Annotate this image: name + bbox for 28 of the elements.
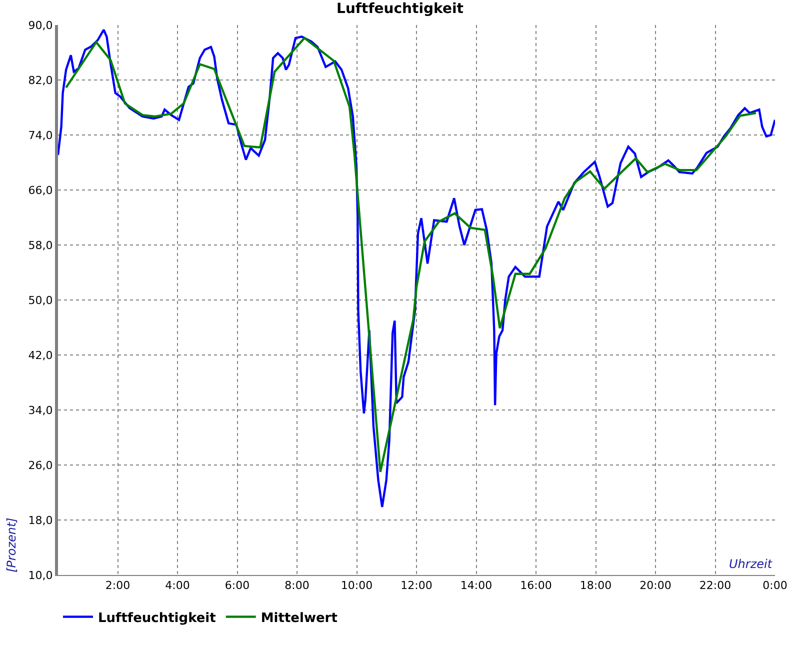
- x-tick-label: 22:00: [699, 579, 732, 592]
- y-tick-label: 50,0: [28, 294, 53, 307]
- x-tick-label: 0:00: [762, 579, 788, 592]
- y-tick-label: 10,0: [28, 568, 53, 582]
- x-tick-label: 16:00: [520, 579, 552, 592]
- y-tick-label: 90,0: [28, 18, 53, 32]
- x-tick-label: 18:00: [580, 579, 612, 592]
- x-tick-label: 12:00: [400, 579, 432, 592]
- x-tick-label: 14:00: [460, 579, 492, 592]
- y-tick-label: 42,0: [28, 348, 53, 362]
- x-axis-title: Uhrzeit: [729, 557, 774, 571]
- y-tick-label: 58,0: [28, 238, 53, 252]
- x-tick-label: 10:00: [340, 579, 373, 592]
- y-tick-label: 74,0: [28, 128, 53, 142]
- x-tick-label: 6:00: [224, 579, 250, 592]
- y-tick-label: 82,0: [28, 74, 53, 87]
- x-tick-label: 2:00: [105, 579, 130, 592]
- legend-label: Mittelwert: [260, 610, 338, 626]
- chart-title: Luftfeuchtigkeit: [336, 1, 464, 18]
- y-tick-label: 66,0: [28, 184, 53, 197]
- x-tick-label: 20:00: [640, 579, 672, 592]
- y-tick-label: 18,0: [28, 514, 53, 527]
- y-tick-label: 26,0: [28, 458, 53, 472]
- x-tick-label: 4:00: [165, 579, 190, 592]
- x-tick-label: 8:00: [284, 579, 310, 592]
- y-tick-label: 34,0: [28, 404, 53, 417]
- y-axis-title: [Prozent]: [4, 517, 18, 572]
- legend-label: Luftfeuchtigkeit: [98, 610, 216, 626]
